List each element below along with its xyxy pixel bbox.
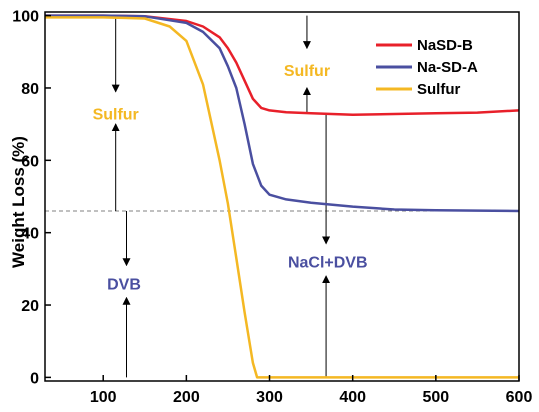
x-tick-label-100: 100 <box>90 389 117 406</box>
axes <box>44 11 520 382</box>
x-tick-label-400: 400 <box>339 389 366 406</box>
annotation-label-1: Sulfur <box>93 106 139 123</box>
annotation-arrows <box>111 15 331 378</box>
annotation-label-3: DVB <box>107 276 141 293</box>
tick-labels: 100 200 300 400 500 600 0 20 40 60 80 100 <box>12 9 532 406</box>
series-line-na-sd-a <box>45 14 520 213</box>
y-tick-label-100: 100 <box>12 9 39 26</box>
x-tick-label-500: 500 <box>422 389 449 406</box>
x-tick-label-300: 300 <box>256 389 283 406</box>
series-layer <box>45 14 520 379</box>
x-tick-label-200: 200 <box>173 389 200 406</box>
annotation-label-4: NaCl+DVB <box>288 255 368 272</box>
annotation-labels: Sulfur Sulfur DVB NaCl+DVB <box>93 63 368 293</box>
legend-label-na-sd-a: Na-SD-A <box>417 59 478 76</box>
series-line-sulfur <box>45 16 519 379</box>
legend: NaSD-B Na-SD-A Sulfur <box>376 37 478 98</box>
y-tick-label-20: 20 <box>21 298 39 315</box>
annotation-label-2: Sulfur <box>284 63 330 80</box>
y-tick-label-40: 40 <box>21 226 39 243</box>
legend-label-nasd-b: NaSD-B <box>417 37 473 54</box>
y-axis-title: Weight Loss (%) <box>9 136 28 268</box>
plot-frame <box>44 11 520 382</box>
legend-label-sulfur: Sulfur <box>417 81 460 98</box>
x-tick-label-600: 600 <box>506 389 533 406</box>
y-tick-label-80: 80 <box>21 81 39 98</box>
y-tick-label-60: 60 <box>21 153 39 170</box>
series-line-nasd-b <box>45 14 520 116</box>
y-tick-label-0: 0 <box>30 370 39 387</box>
